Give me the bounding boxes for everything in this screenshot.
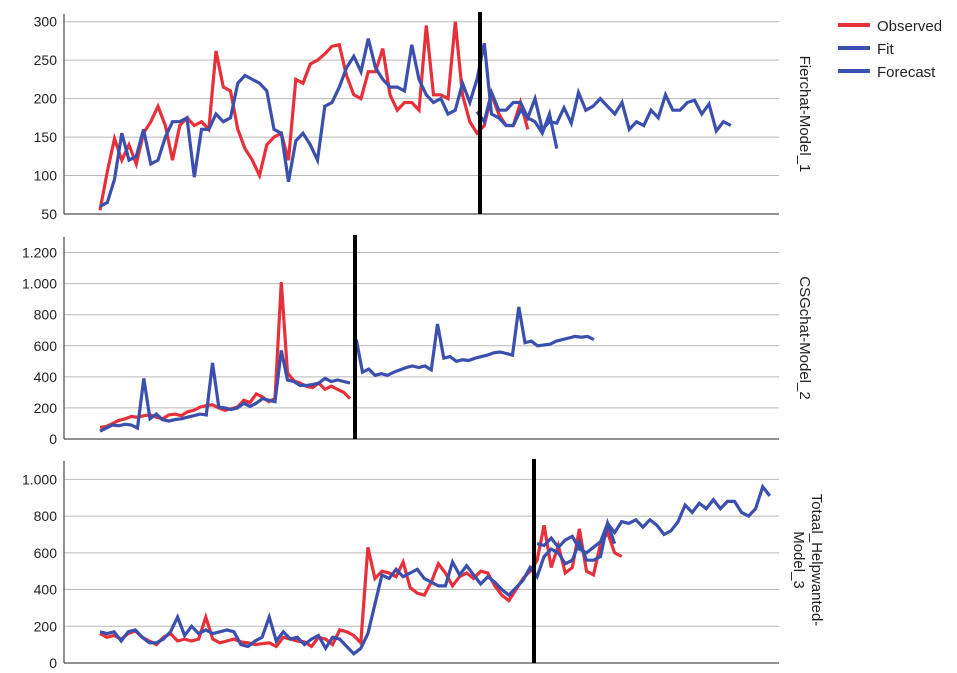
panel-label: Fierchat-Model_1 <box>796 56 813 173</box>
series-line-observed <box>99 281 352 429</box>
y-tick-label: 800 <box>34 508 58 524</box>
panel-label: CSGchat-Model_2 <box>796 276 813 399</box>
y-tick-label: 1.200 <box>22 245 57 261</box>
legend-label-observed: Observed <box>877 18 942 35</box>
y-tick-label: 200 <box>34 400 58 416</box>
y-tick-label: 400 <box>34 369 58 385</box>
y-tick-label: 150 <box>34 129 58 145</box>
legend-entry-fit: Fit <box>838 41 894 58</box>
panel-label: Totaal_Helpwanted-Model_3 <box>790 494 825 627</box>
panel-label-line: Totaal_Helpwanted- <box>808 494 825 627</box>
series-line-forecast <box>475 87 732 135</box>
series-line-observed <box>98 21 530 211</box>
panel-label-line: Model_3 <box>790 531 807 589</box>
legend-label-forecast: Forecast <box>877 64 936 81</box>
y-tick-label: 250 <box>34 52 58 68</box>
panel-3: 0 200 400 600 800 1.000 Totaal_Helpwanted-Mode… <box>22 459 825 671</box>
series-line-forecast <box>536 483 772 555</box>
y-tick-label: 600 <box>34 338 58 354</box>
panel-1: 50 100 150 200 250 300 Fierchat-Model_1 <box>34 12 813 222</box>
y-tick-label: 400 <box>34 582 58 598</box>
legend-label-fit: Fit <box>877 41 894 58</box>
y-tick-label: 1.000 <box>22 471 57 487</box>
series-line-observed <box>99 524 623 649</box>
series-line-fit <box>99 517 617 656</box>
y-tick-label: 1.000 <box>22 276 57 292</box>
y-tick-label: 600 <box>34 545 58 561</box>
chart-panels: 50 100 150 200 250 300 Fierchat-Model_1 0 200 400… <box>22 12 825 671</box>
series-line-fit <box>99 38 559 208</box>
legend: Observed Fit Forecast <box>838 18 942 81</box>
y-tick-label: 200 <box>34 618 58 634</box>
y-tick-label: 800 <box>34 307 58 323</box>
y-tick-label: 100 <box>34 168 58 184</box>
y-tick-label: 0 <box>49 655 57 671</box>
panel-2: 0 200 400 600 800 1.000 1.200 CSGchat-Model_2 <box>22 235 813 447</box>
y-tick-label: 200 <box>34 91 58 107</box>
legend-entry-forecast: Forecast <box>838 64 936 81</box>
legend-entry-observed: Observed <box>838 18 942 35</box>
series-line-forecast <box>354 306 595 378</box>
series-line-fit <box>99 350 351 433</box>
y-tick-label: 300 <box>34 14 58 30</box>
y-tick-label: 50 <box>41 206 57 222</box>
y-tick-label: 0 <box>49 431 57 447</box>
